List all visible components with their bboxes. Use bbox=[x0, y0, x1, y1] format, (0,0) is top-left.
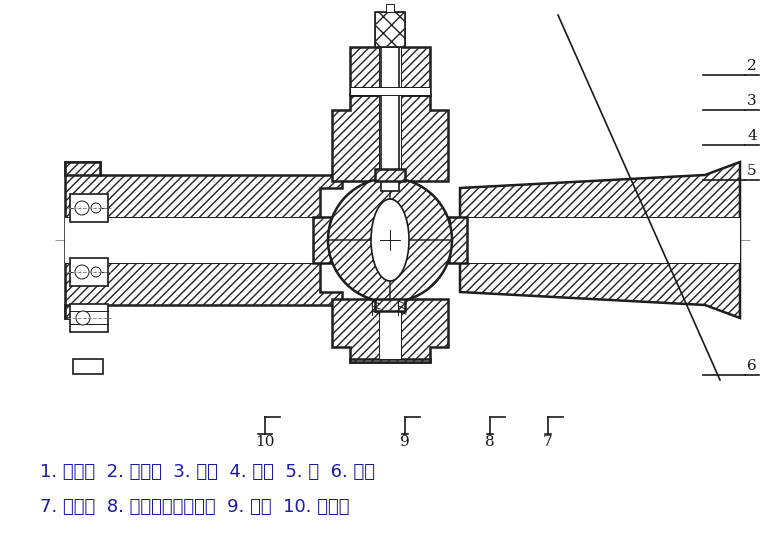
Bar bbox=[65, 305, 100, 318]
Polygon shape bbox=[350, 359, 430, 362]
Text: 2: 2 bbox=[747, 59, 756, 73]
Text: 1. 上阀杆  2. 右阀体  3. 凸轮  4. 球体  5. 键  6. 阀座: 1. 上阀杆 2. 右阀体 3. 凸轮 4. 球体 5. 键 6. 阀座 bbox=[40, 463, 375, 481]
Circle shape bbox=[76, 311, 90, 325]
Bar bbox=[70, 304, 108, 332]
Bar bbox=[350, 87, 430, 95]
Bar bbox=[73, 359, 103, 374]
Bar bbox=[65, 217, 342, 263]
Bar bbox=[65, 305, 100, 318]
Bar bbox=[375, 12, 405, 47]
Bar bbox=[386, 4, 394, 12]
Bar bbox=[379, 289, 401, 359]
Bar bbox=[70, 194, 108, 222]
Bar bbox=[313, 217, 331, 263]
Polygon shape bbox=[332, 95, 448, 181]
Text: 7. 软密封  8. 下阀杆（带凸轮）  9. 板弹  10. 左阀体: 7. 软密封 8. 下阀杆（带凸轮） 9. 板弹 10. 左阀体 bbox=[40, 498, 349, 516]
Circle shape bbox=[75, 265, 89, 279]
Circle shape bbox=[328, 178, 452, 302]
Bar bbox=[449, 217, 467, 263]
Ellipse shape bbox=[371, 199, 409, 281]
Text: 4: 4 bbox=[747, 129, 756, 143]
Bar bbox=[375, 169, 405, 181]
Bar bbox=[313, 217, 331, 263]
Text: 9: 9 bbox=[400, 435, 410, 449]
Text: 5: 5 bbox=[747, 164, 756, 178]
Circle shape bbox=[75, 201, 89, 215]
Bar bbox=[65, 162, 100, 175]
Bar bbox=[70, 258, 108, 286]
Text: 10: 10 bbox=[255, 435, 275, 449]
Text: 6: 6 bbox=[747, 359, 756, 373]
Bar bbox=[449, 217, 467, 263]
Circle shape bbox=[91, 203, 101, 213]
Bar bbox=[375, 299, 405, 311]
Bar bbox=[381, 47, 399, 191]
Polygon shape bbox=[65, 162, 342, 318]
Text: 8: 8 bbox=[485, 435, 495, 449]
Polygon shape bbox=[350, 47, 430, 95]
Bar bbox=[375, 169, 405, 181]
Bar bbox=[65, 162, 100, 175]
Bar bbox=[375, 12, 405, 47]
Bar bbox=[438, 217, 740, 263]
Bar bbox=[375, 299, 405, 311]
Text: 7: 7 bbox=[543, 435, 553, 449]
Text: 3: 3 bbox=[747, 94, 756, 108]
Polygon shape bbox=[332, 299, 448, 362]
Polygon shape bbox=[460, 162, 740, 318]
Bar bbox=[379, 47, 401, 181]
Circle shape bbox=[91, 267, 101, 277]
